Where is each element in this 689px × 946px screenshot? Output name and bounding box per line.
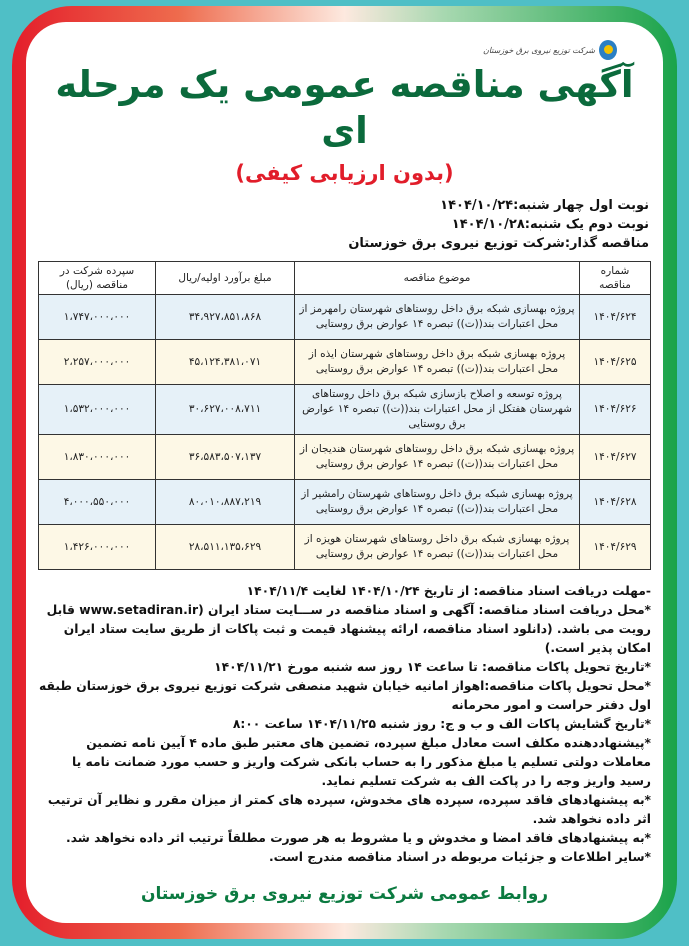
table-row: ۱۴۰۴/۶۲۷ پروژه بهسازی شبکه برق داخل روستا… [38,434,651,480]
tender-notes: -مهلت دریافت اسناد مناقصه: از تاریخ ۱۴۰۴… [38,582,651,867]
cell-deposit: ۱،۴۲۶،۰۰۰،۰۰۰ [38,524,156,570]
cell-number: ۱۴۰۴/۶۲۷ [579,434,651,480]
cell-subject: پروژه بهسازی شبکه برق داخل روستاهای شهرس… [294,524,580,570]
note-item: *محل دریافت اسناد مناقصه: آگهی و اسناد م… [46,603,651,655]
company-logo: شرکت توزیع نیروی برق خوزستان [38,40,651,60]
cell-number: ۱۴۰۴/۶۲۹ [579,524,651,570]
cell-subject: پروژه بهسازی شبکه برق داخل روستاهای شهرس… [294,434,580,480]
footer-signature: روابط عمومی شرکت توزیع نیروی برق خوزستان [140,884,549,904]
cell-estimate: ۸۰،۰۱۰،۸۸۷،۲۱۹ [155,479,295,525]
table-row: ۱۴۰۴/۶۲۸ پروژه بهسازی شبکه برق داخل روستا… [38,479,651,525]
cell-subject: پروژه توسعه و اصلاح بازسازی شبکه برق داخ… [294,384,580,435]
ad-subtitle: (بدون ارزیابی کیفی) [235,161,454,185]
cell-estimate: ۳۰،۶۲۷،۰۰۸،۷۱۱ [155,384,295,435]
first-publication: نوبت اول چهار شنبه:۱۴۰۴/۱۰/۲۴ [440,198,649,213]
ad-title: آگهی مناقصه عمومی یک مرحله ای [55,63,634,152]
cell-estimate: ۲۸،۵۱۱،۱۳۵،۶۲۹ [155,524,295,570]
header-deposit: سپرده شرکت در مناقصه (ریال) [38,261,156,295]
logo-icon [599,40,617,60]
cell-deposit: ۱،۵۳۲،۰۰۰،۰۰۰ [38,384,156,435]
cell-number: ۱۴۰۴/۶۲۶ [579,384,651,435]
ad-card: شرکت توزیع نیروی برق خوزستان آگهی مناقصه… [26,22,663,923]
publication-info: نوبت اول چهار شنبه:۱۴۰۴/۱۰/۲۴ نوبت دوم ی… [38,196,651,253]
cell-subject: پروژه بهسازی شبکه برق داخل روستاهای شهرس… [294,479,580,525]
cell-estimate: ۳۴،۹۲۷،۸۵۱،۸۶۸ [155,294,295,340]
cell-deposit: ۴،۰۰۰،۵۵۰،۰۰۰ [38,479,156,525]
note-item: *تاریخ گشایش پاکات الف و ب و ج: روز شنبه… [232,717,651,731]
logo-text: شرکت توزیع نیروی برق خوزستان [482,45,595,55]
note-item: -مهلت دریافت اسناد مناقصه: از تاریخ ۱۴۰۴… [246,584,651,598]
note-item: *به پیشنهادهای فاقد سپرده، سپرده های مخد… [47,793,651,826]
cell-deposit: ۲،۲۵۷،۰۰۰،۰۰۰ [38,339,156,385]
cell-subject: پروژه بهسازی شبکه برق داخل روستاهای شهرس… [294,294,580,340]
note-item: *سایر اطلاعات و جزئیات مربوطه در اسناد م… [268,850,651,864]
note-item: *پیشنهاددهنده مکلف است معادل مبلغ سپرده،… [72,736,651,788]
header-estimate: مبلغ برآورد اولیه/ریال [155,261,295,295]
table-header-row: شماره مناقصه موضوع مناقصه مبلغ برآورد او… [38,261,651,295]
tender-table: شماره مناقصه موضوع مناقصه مبلغ برآورد او… [38,261,651,570]
note-item: *تاریخ تحویل پاکات مناقصه: تا ساعت ۱۴ رو… [214,660,651,674]
cell-deposit: ۱،۸۳۰،۰۰۰،۰۰۰ [38,434,156,480]
ad-border-band: شرکت توزیع نیروی برق خوزستان آگهی مناقصه… [12,6,677,939]
table-row: ۱۴۰۴/۶۲۶ پروژه توسعه و اصلاح بازسازی شبکه… [38,384,651,435]
cell-subject: پروژه بهسازی شبکه برق داخل روستاهای شهرس… [294,339,580,385]
cell-estimate: ۳۶،۵۸۳،۵۰۷،۱۳۷ [155,434,295,480]
header-subject: موضوع مناقصه [294,261,580,295]
table-row: ۱۴۰۴/۶۲۴ پروژه بهسازی شبکه برق داخل روستا… [38,294,651,340]
cell-deposit: ۱،۷۴۷،۰۰۰،۰۰۰ [38,294,156,340]
cell-number: ۱۴۰۴/۶۲۸ [579,479,651,525]
note-item: *به پیشنهادهای فاقد امضا و مخدوش و یا مش… [66,831,651,845]
header-number: شماره مناقصه [579,261,651,295]
second-publication: نوبت دوم یک شنبه:۱۴۰۴/۱۰/۲۸ [451,217,649,232]
cell-number: ۱۴۰۴/۶۲۵ [579,339,651,385]
note-item: *محل تحویل پاکات مناقصه:اهواز امانیه خیا… [39,679,651,712]
tender-organizer: مناقصه گذار:شرکت توزیع نیروی برق خوزستان [348,236,649,251]
cell-estimate: ۴۵،۱۲۴،۳۸۱،۰۷۱ [155,339,295,385]
table-row: ۱۴۰۴/۶۲۵ پروژه بهسازی شبکه برق داخل روستا… [38,339,651,385]
table-row: ۱۴۰۴/۶۲۹ پروژه بهسازی شبکه برق داخل روستا… [38,524,651,570]
cell-number: ۱۴۰۴/۶۲۴ [579,294,651,340]
